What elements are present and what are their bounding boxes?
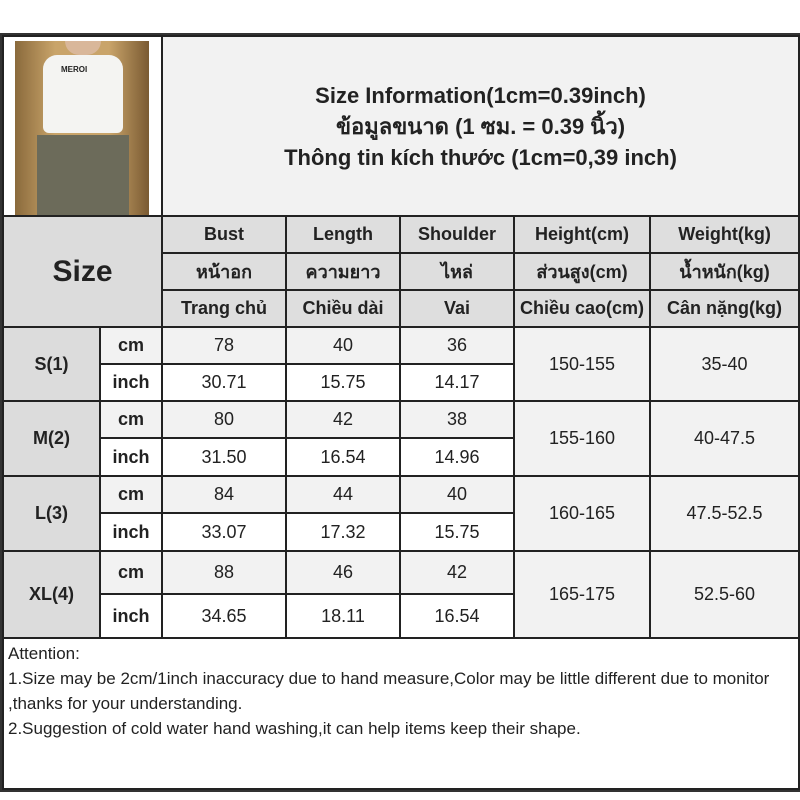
column-header: Bust (161, 215, 287, 254)
inch-value: 14.96 (399, 437, 515, 477)
size-header: Size (2, 215, 163, 328)
title-thai: ข้อมูลขนาด (1 ซม. = 0.39 นิ้ว) (336, 113, 626, 139)
weight-range: 40-47.5 (648, 400, 800, 477)
size-label: L(3) (2, 475, 101, 552)
unit-cm: cm (99, 326, 163, 365)
column-header: Trang chủ (161, 289, 287, 328)
product-photo-cell: MEROI (2, 35, 163, 217)
inch-value: 15.75 (285, 363, 401, 402)
cm-value: 78 (161, 326, 287, 365)
cm-value: 40 (399, 475, 515, 514)
attention-line: 1.Size may be 2cm/1inch inaccuracy due t… (8, 669, 770, 713)
cm-value: 42 (285, 400, 401, 439)
title-english: Size Information(1cm=0.39inch) (315, 82, 646, 108)
unit-inch: inch (99, 363, 163, 402)
column-header: Weight(kg) (648, 215, 800, 254)
inch-value: 16.54 (285, 437, 401, 477)
size-table: MEROI Size Information(1cm=0.39inch) ข้อ… (1, 35, 800, 790)
attention-note: Attention: 1.Size may be 2cm/1inch inaccu… (1, 637, 800, 790)
column-header: Height(cm) (513, 215, 651, 254)
cm-value: 84 (161, 475, 287, 514)
weight-range: 52.5-60 (648, 550, 800, 639)
cm-value: 44 (285, 475, 401, 514)
column-header: ความยาว (285, 252, 401, 291)
height-range: 150-155 (513, 326, 651, 402)
size-information-title: Size Information(1cm=0.39inch) ข้อมูลขนา… (160, 35, 800, 217)
size-label: S(1) (2, 326, 101, 402)
weight-range: 47.5-52.5 (648, 475, 800, 552)
cm-value: 38 (399, 400, 515, 439)
inch-value: 33.07 (161, 512, 287, 552)
unit-cm: cm (99, 400, 163, 439)
product-photo: MEROI (15, 41, 149, 215)
cm-value: 80 (161, 400, 287, 439)
weight-range: 35-40 (648, 326, 800, 402)
height-range: 165-175 (513, 550, 651, 639)
attention-heading: Attention: (8, 644, 80, 663)
column-header: Vai (399, 289, 515, 328)
photo-logo: MEROI (61, 65, 88, 74)
cm-value: 40 (285, 326, 401, 365)
inch-value: 31.50 (161, 437, 287, 477)
height-range: 160-165 (513, 475, 651, 552)
title-vietnamese: Thông tin kích thước (1cm=0,39 inch) (284, 144, 677, 170)
column-header: Shoulder (399, 215, 515, 254)
unit-inch: inch (99, 437, 163, 477)
unit-cm: cm (99, 475, 163, 514)
column-header: ส่วนสูง(cm) (513, 252, 651, 291)
unit-inch: inch (99, 593, 163, 639)
height-range: 155-160 (513, 400, 651, 477)
cm-value: 36 (399, 326, 515, 365)
inch-value: 17.32 (285, 512, 401, 552)
inch-value: 30.71 (161, 363, 287, 402)
cm-value: 42 (399, 550, 515, 595)
cm-value: 46 (285, 550, 401, 595)
attention-line: 2.Suggestion of cold water hand washing,… (8, 719, 581, 738)
column-header: Chiều cao(cm) (513, 289, 651, 328)
unit-inch: inch (99, 512, 163, 552)
inch-value: 18.11 (285, 593, 401, 639)
column-header: Length (285, 215, 401, 254)
column-header: ไหล่ (399, 252, 515, 291)
column-header: หน้าอก (161, 252, 287, 291)
cm-value: 88 (161, 550, 287, 595)
inch-value: 34.65 (161, 593, 287, 639)
column-header: Cân nặng(kg) (648, 289, 800, 328)
column-header: Chiều dài (285, 289, 401, 328)
size-label: XL(4) (2, 550, 101, 639)
size-chart: MEROI Size Information(1cm=0.39inch) ข้อ… (0, 33, 800, 792)
unit-cm: cm (99, 550, 163, 595)
inch-value: 15.75 (399, 512, 515, 552)
size-label: M(2) (2, 400, 101, 477)
inch-value: 14.17 (399, 363, 515, 402)
inch-value: 16.54 (399, 593, 515, 639)
column-header: น้ำหนัก(kg) (648, 252, 800, 291)
